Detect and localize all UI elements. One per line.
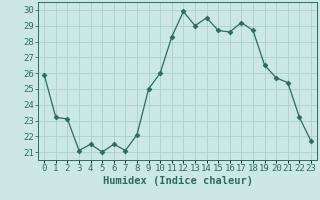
X-axis label: Humidex (Indice chaleur): Humidex (Indice chaleur) [103, 176, 252, 186]
